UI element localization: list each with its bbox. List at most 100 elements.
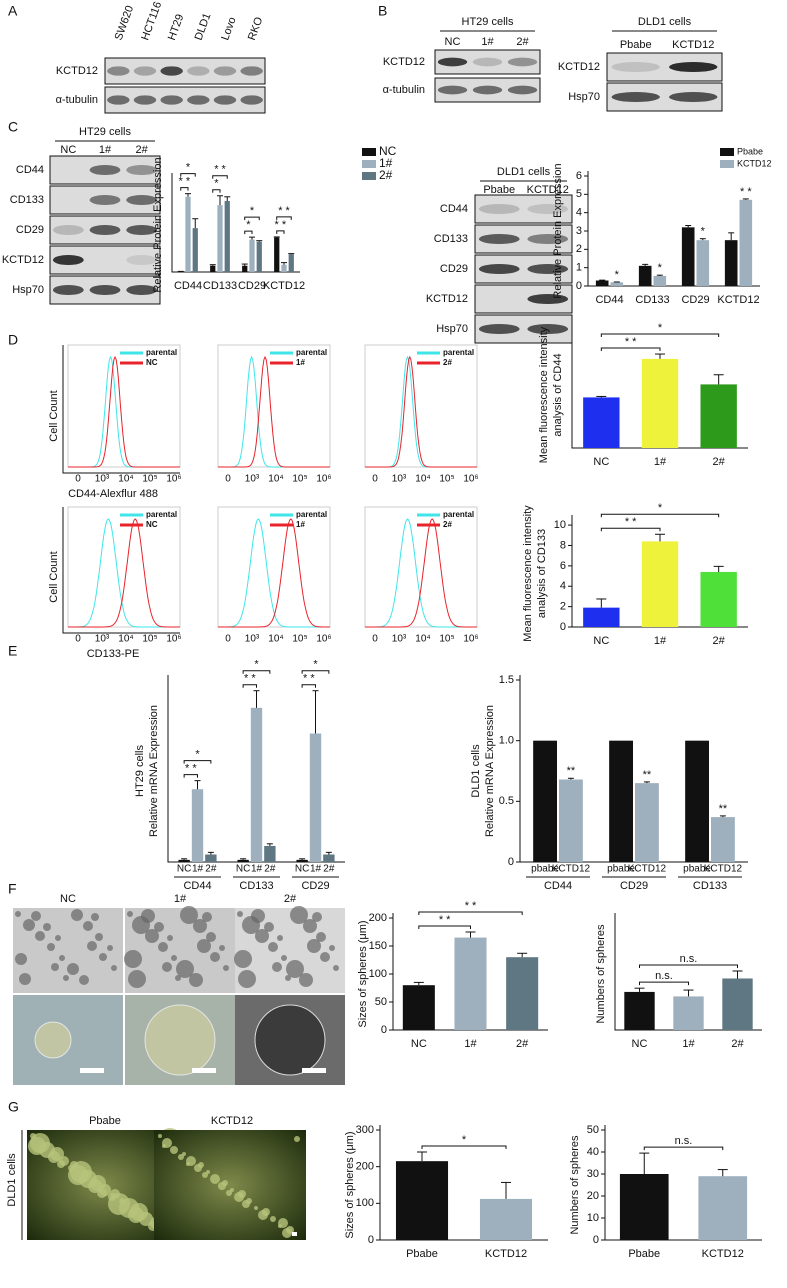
label: α-tubulin (383, 84, 425, 96)
sphere (219, 945, 225, 951)
sphere (186, 1162, 190, 1166)
sphere (67, 963, 79, 975)
label: KCTD12 (211, 1115, 253, 1127)
blot-band (527, 263, 569, 275)
label: * (246, 219, 251, 231)
scale-bar (292, 1232, 297, 1236)
blot-band (52, 254, 84, 266)
bar (296, 859, 308, 862)
label: * * (214, 164, 226, 176)
label: HT29 (166, 13, 186, 42)
sphere (35, 931, 45, 941)
blot-band (527, 233, 569, 245)
label: DLD1 cells (497, 166, 551, 178)
blot-strip (104, 86, 266, 114)
sphere (154, 922, 164, 932)
label: pbabe (607, 864, 635, 875)
blot-band (669, 91, 718, 103)
bar (722, 978, 753, 1030)
bar (237, 859, 249, 862)
blot-band (611, 61, 660, 73)
axis (571, 337, 748, 449)
sphere (79, 975, 89, 985)
bar (281, 264, 287, 272)
label: 1# (310, 864, 322, 875)
label: * (214, 178, 219, 190)
significance-bracket (180, 187, 189, 191)
blot-band (213, 66, 237, 76)
label: CD133 (693, 880, 727, 892)
significance-bracket (242, 684, 257, 688)
blot-band (89, 284, 121, 296)
label: 10³ (245, 474, 260, 485)
label: 10⁵ (292, 634, 307, 645)
significance-bracket (276, 216, 292, 220)
label: 1# (296, 358, 305, 367)
label: CD133 (239, 880, 273, 892)
label: ** (643, 769, 652, 781)
flow-curve (68, 355, 180, 468)
sphere (264, 922, 274, 932)
y-tick-label: 2 (560, 601, 566, 613)
label: CD44 (16, 164, 44, 176)
label: 10⁴ (118, 634, 133, 645)
sphere (242, 1200, 250, 1208)
blot-band (126, 284, 158, 296)
label: DLD1 (193, 11, 214, 42)
sphere (333, 965, 339, 971)
y-axis-label: Mean fluorescence intensity (522, 505, 534, 642)
label: 10³ (95, 634, 110, 645)
label: * * (625, 516, 637, 528)
label: KCTD12 (628, 864, 667, 875)
significance-bracket (212, 189, 221, 193)
significance-bracket (600, 513, 720, 518)
label: 2# (323, 864, 335, 875)
sphere (124, 950, 142, 968)
sphere (97, 1188, 107, 1198)
sphere (197, 939, 211, 953)
scale-bar (80, 1068, 104, 1073)
label: KCTD12 (485, 1248, 527, 1260)
label: RKO (246, 15, 266, 42)
sphere (28, 1137, 46, 1155)
label: 10⁵ (439, 474, 454, 485)
label: parental (296, 510, 327, 519)
sphere (162, 1144, 166, 1148)
sphere (176, 960, 194, 978)
label: * * (275, 219, 287, 231)
label: Pbabe (628, 1248, 660, 1260)
bar (583, 397, 620, 448)
label: 2# (443, 520, 452, 529)
sphere (170, 1146, 178, 1154)
sphere (99, 953, 107, 961)
sphere (210, 952, 220, 962)
label: 10⁵ (439, 634, 454, 645)
label: α-tubulin (56, 94, 98, 106)
label: NC (593, 456, 609, 468)
flow-curve (68, 518, 180, 628)
label: 10³ (245, 634, 260, 645)
label: * * (740, 186, 752, 198)
sphere (68, 1165, 88, 1185)
blot-band (527, 323, 569, 335)
flow-curve (365, 355, 477, 468)
scale-bar (302, 1068, 326, 1073)
scale-bar (192, 1068, 216, 1073)
bar (256, 241, 262, 272)
sphere (23, 919, 35, 931)
sphere (158, 1134, 162, 1138)
y-tick-label: 150 (369, 940, 387, 952)
label: CD29 (301, 880, 329, 892)
label: * * (465, 900, 477, 912)
sphere (34, 1021, 72, 1059)
label: * (615, 269, 620, 281)
label: * (658, 322, 663, 334)
label: KCTD12 (383, 56, 425, 68)
sphere (316, 932, 326, 942)
sphere (145, 929, 159, 943)
label: 2# (264, 864, 276, 875)
significance-bracket (183, 760, 212, 764)
sphere (51, 963, 59, 971)
label: KCTD12 (527, 184, 569, 196)
label: NC (146, 520, 158, 529)
